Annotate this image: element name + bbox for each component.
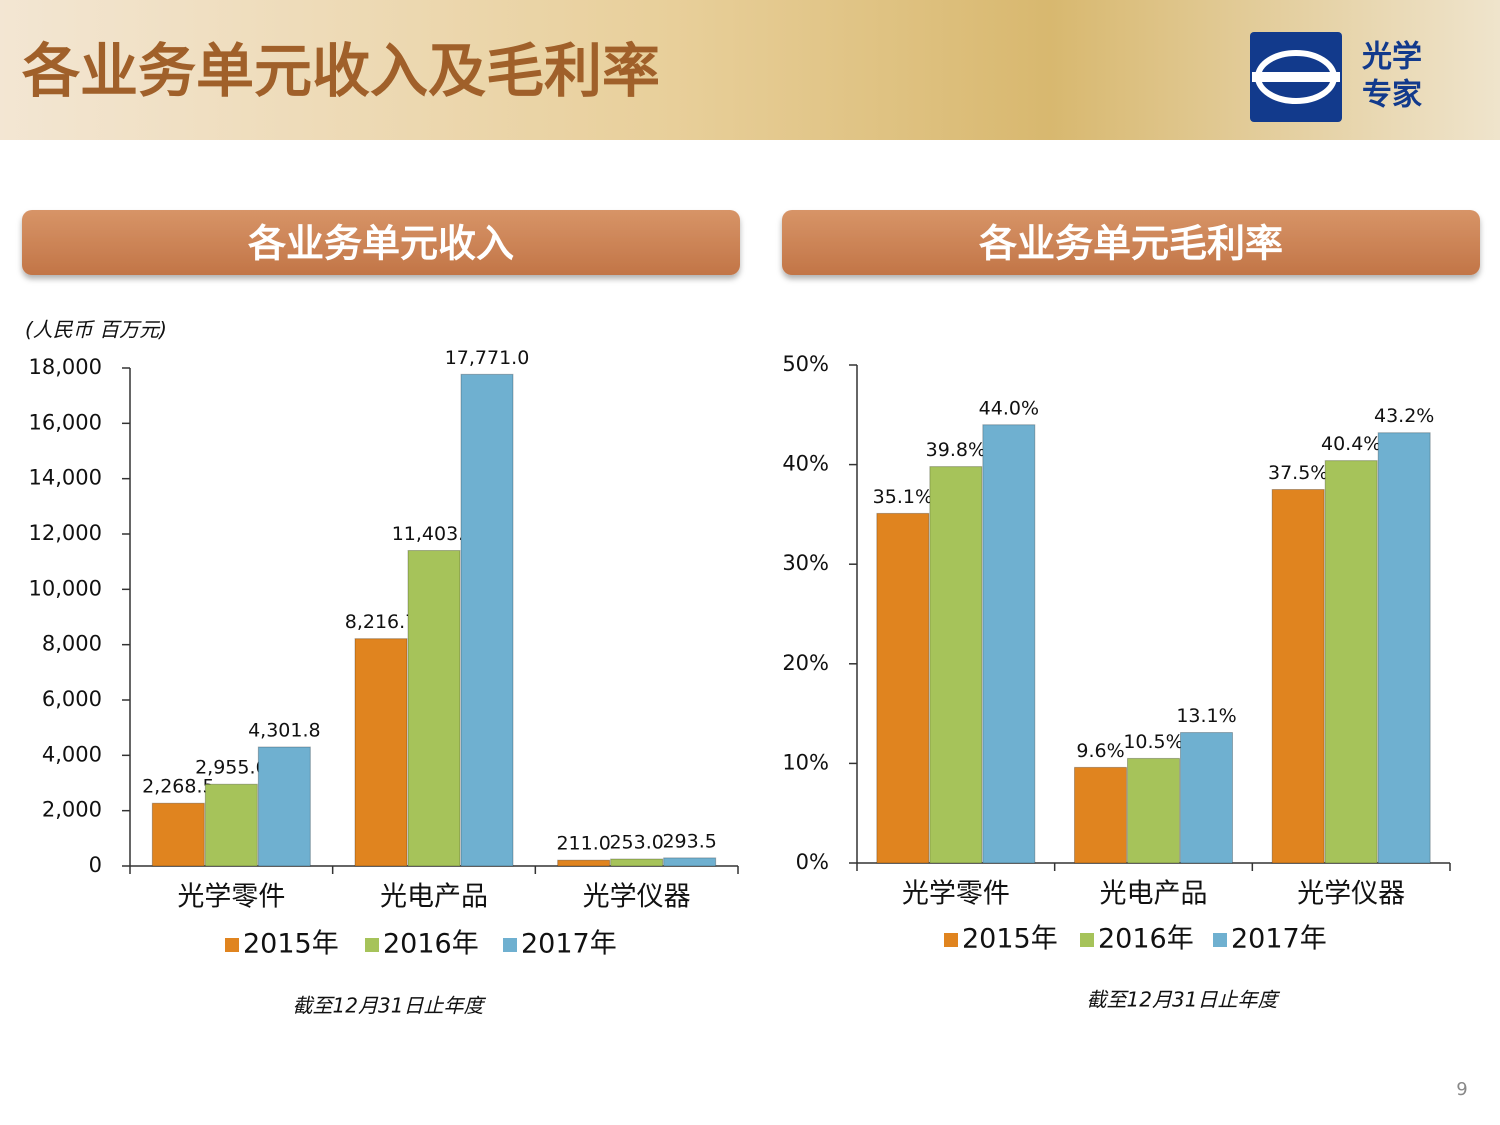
y-tick-label: 10,000	[29, 576, 102, 600]
x-tick-label: 光学零件	[177, 882, 285, 913]
legend-swatch	[225, 938, 239, 952]
data-label: 17,771.0	[445, 347, 530, 369]
data-label: 10.5%	[1123, 731, 1183, 753]
y-tick-label: 0	[89, 853, 102, 877]
data-label: 253.0	[609, 832, 663, 854]
y-tick-label: 18,000	[29, 355, 102, 379]
bar	[204, 783, 258, 867]
bar	[663, 857, 717, 867]
y-tick-label: 16,000	[29, 410, 102, 434]
bar	[257, 746, 311, 867]
data-label: 44.0%	[979, 397, 1039, 419]
legend-label: 2015年	[243, 929, 339, 960]
bar	[1271, 489, 1325, 864]
data-label: 40.4%	[1321, 433, 1381, 455]
footnote: 截至12月31日止年度	[1087, 988, 1281, 1012]
logo: 光学 专家	[1250, 32, 1422, 122]
panel-header	[782, 210, 1480, 275]
y-tick-label: 4,000	[42, 742, 102, 766]
data-label: 39.8%	[926, 439, 986, 461]
y-tick-label: 2,000	[42, 798, 102, 822]
legend-swatch	[1080, 933, 1094, 947]
bar	[460, 373, 514, 867]
bar	[407, 550, 461, 867]
y-tick-label: 10%	[782, 750, 829, 774]
data-label: 2,955.6	[195, 757, 268, 779]
y-tick-label: 20%	[782, 651, 829, 675]
legend-label: 2016年	[383, 929, 479, 960]
legend-label: 2017年	[1231, 924, 1327, 955]
x-tick-label: 光学零件	[902, 879, 1010, 910]
logo-text: 专家	[1362, 78, 1422, 113]
data-label: 4,301.8	[248, 719, 321, 741]
legend-swatch	[944, 933, 958, 947]
data-label: 293.5	[662, 830, 716, 852]
bar	[1180, 732, 1233, 864]
x-tick-label: 光电产品	[380, 882, 488, 913]
data-label: 2,268.5	[142, 776, 215, 798]
unit-label: (人民币 百万元)	[25, 318, 167, 342]
legend-label: 2016年	[1098, 924, 1194, 955]
legend-label: 2017年	[521, 929, 617, 960]
bar	[929, 466, 983, 864]
bar	[610, 858, 664, 867]
y-tick-label: 50%	[782, 352, 829, 376]
slide-title: 各业务单元收入及毛利率	[22, 37, 660, 105]
chart-title: 各业务单元收入	[248, 222, 514, 266]
y-tick-label: 6,000	[42, 687, 102, 711]
bar	[1377, 432, 1431, 864]
bar	[876, 512, 930, 864]
data-label: 13.1%	[1176, 705, 1236, 727]
data-label: 43.2%	[1374, 405, 1434, 427]
legend-label: 2015年	[962, 924, 1058, 955]
bar	[557, 859, 611, 867]
y-tick-label: 40%	[782, 452, 829, 476]
y-tick-label: 8,000	[42, 632, 102, 656]
data-label: 8,216.7	[345, 611, 418, 633]
x-tick-label: 光学仪器	[1297, 879, 1405, 910]
legend-swatch	[503, 938, 517, 952]
logo-text: 光学	[1362, 40, 1422, 75]
data-label: 37.5%	[1268, 462, 1328, 484]
data-label: 11,403.2	[392, 523, 477, 545]
y-tick-label: 30%	[782, 551, 829, 575]
y-tick-label: 14,000	[29, 466, 102, 490]
legend-swatch	[1213, 933, 1227, 947]
footnote: 截至12月31日止年度	[293, 994, 487, 1018]
chart-title: 各业务单元毛利率	[979, 222, 1283, 266]
bar	[982, 424, 1036, 864]
x-tick-label: 光学仪器	[583, 882, 691, 913]
data-label: 9.6%	[1076, 740, 1124, 762]
y-tick-label: 0%	[796, 850, 829, 874]
bar	[151, 802, 205, 867]
data-label: 211.0	[556, 833, 610, 855]
bar	[354, 638, 408, 867]
bar	[1074, 766, 1127, 864]
page-number: 9	[1456, 1079, 1467, 1100]
panel-header	[22, 210, 740, 275]
data-label: 35.1%	[873, 486, 933, 508]
legend-swatch	[365, 938, 379, 952]
x-tick-label: 光电产品	[1100, 879, 1208, 910]
bar	[1324, 460, 1378, 864]
y-tick-label: 12,000	[29, 521, 102, 545]
bar	[1127, 757, 1180, 864]
